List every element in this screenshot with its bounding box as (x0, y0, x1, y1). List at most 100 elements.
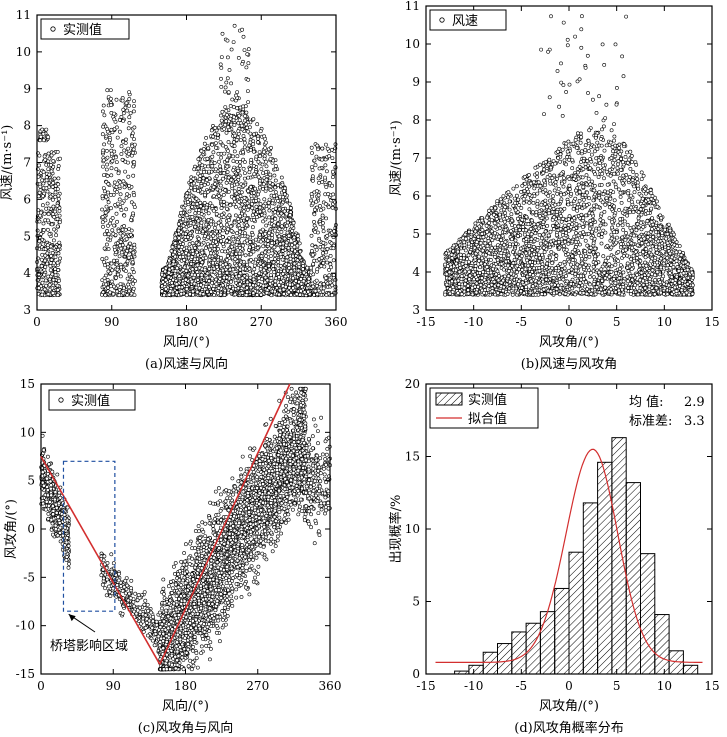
data-point (219, 66, 224, 70)
data-point (126, 255, 131, 260)
data-point (191, 181, 196, 186)
data-point (612, 134, 617, 139)
data-point (232, 144, 237, 148)
data-point (246, 61, 251, 66)
data-point (279, 175, 284, 180)
data-point (211, 150, 216, 155)
data-point (246, 47, 251, 52)
data-point (261, 283, 266, 288)
data-point (218, 179, 223, 184)
data-point (245, 262, 250, 267)
data-point (223, 122, 228, 127)
data-point (324, 293, 329, 297)
data-point (246, 77, 251, 82)
data-point (47, 277, 52, 282)
data-point (237, 254, 242, 259)
data-point (220, 283, 225, 288)
data-point (310, 281, 315, 286)
data-point (322, 264, 327, 269)
x-tick-label: 270 (250, 315, 273, 329)
data-point (132, 137, 136, 142)
data-point (120, 201, 125, 206)
data-point (50, 184, 55, 189)
data-point (177, 274, 182, 279)
data-point (214, 229, 219, 234)
data-point (244, 122, 248, 127)
data-point (184, 213, 189, 218)
data-point (246, 204, 251, 209)
data-point (100, 257, 105, 261)
data-point (215, 264, 219, 269)
data-point (188, 178, 193, 183)
data-point (277, 237, 282, 242)
data-point (46, 135, 51, 140)
data-point (219, 255, 223, 260)
data-point (43, 278, 48, 283)
data-point (318, 208, 323, 213)
data-point (51, 159, 56, 163)
data-point (267, 208, 272, 213)
data-point (285, 198, 290, 203)
data-point (258, 267, 263, 272)
data-point (240, 202, 245, 207)
data-point (190, 205, 195, 209)
data-point (196, 218, 201, 223)
data-point (101, 164, 105, 169)
data-point (316, 193, 321, 198)
data-point (225, 230, 229, 235)
data-point (309, 270, 314, 275)
data-point (268, 152, 272, 157)
data-point (267, 231, 272, 236)
data-point (199, 154, 204, 159)
data-point (231, 168, 236, 173)
data-point (243, 114, 247, 119)
data-point (115, 201, 120, 206)
data-point (38, 213, 43, 218)
data-point (639, 177, 644, 182)
data-point (191, 251, 196, 256)
data-point (163, 287, 168, 291)
panel-a: 0 90 180 270 36034567891011风向/(°)风速/(m·s⁻¹)(… (0, 8, 347, 372)
data-point (113, 155, 118, 160)
data-point (252, 267, 257, 272)
data-point (112, 117, 117, 122)
data-point (213, 126, 218, 130)
data-point (229, 279, 234, 284)
data-point (331, 273, 336, 278)
data-point (118, 243, 122, 248)
data-point (301, 279, 306, 284)
data-point (194, 196, 199, 201)
data-point (55, 293, 60, 298)
data-point (567, 177, 572, 181)
data-point (249, 157, 254, 162)
data-point (56, 196, 61, 201)
data-point (194, 266, 199, 271)
data-point (236, 186, 241, 191)
data-point (50, 250, 55, 255)
data-point (192, 257, 197, 262)
data-point (130, 267, 135, 271)
data-point (222, 126, 227, 131)
data-point (205, 271, 210, 276)
data-point (196, 242, 201, 247)
data-layer (35, 23, 338, 298)
data-point (225, 265, 230, 270)
data-point (127, 103, 131, 108)
data-point (551, 194, 555, 199)
data-point (51, 261, 56, 266)
data-point (576, 150, 581, 155)
data-point (277, 292, 282, 297)
data-point (125, 259, 130, 264)
data-point (219, 113, 223, 118)
data-point (327, 154, 332, 159)
data-point (254, 204, 259, 209)
data-point (175, 266, 180, 271)
data-point (280, 182, 285, 187)
data-point (56, 182, 61, 187)
data-point (257, 150, 262, 155)
data-point (318, 282, 323, 287)
data-point (172, 250, 177, 255)
data-point (47, 172, 52, 177)
data-point (266, 242, 271, 247)
data-point (126, 146, 131, 151)
